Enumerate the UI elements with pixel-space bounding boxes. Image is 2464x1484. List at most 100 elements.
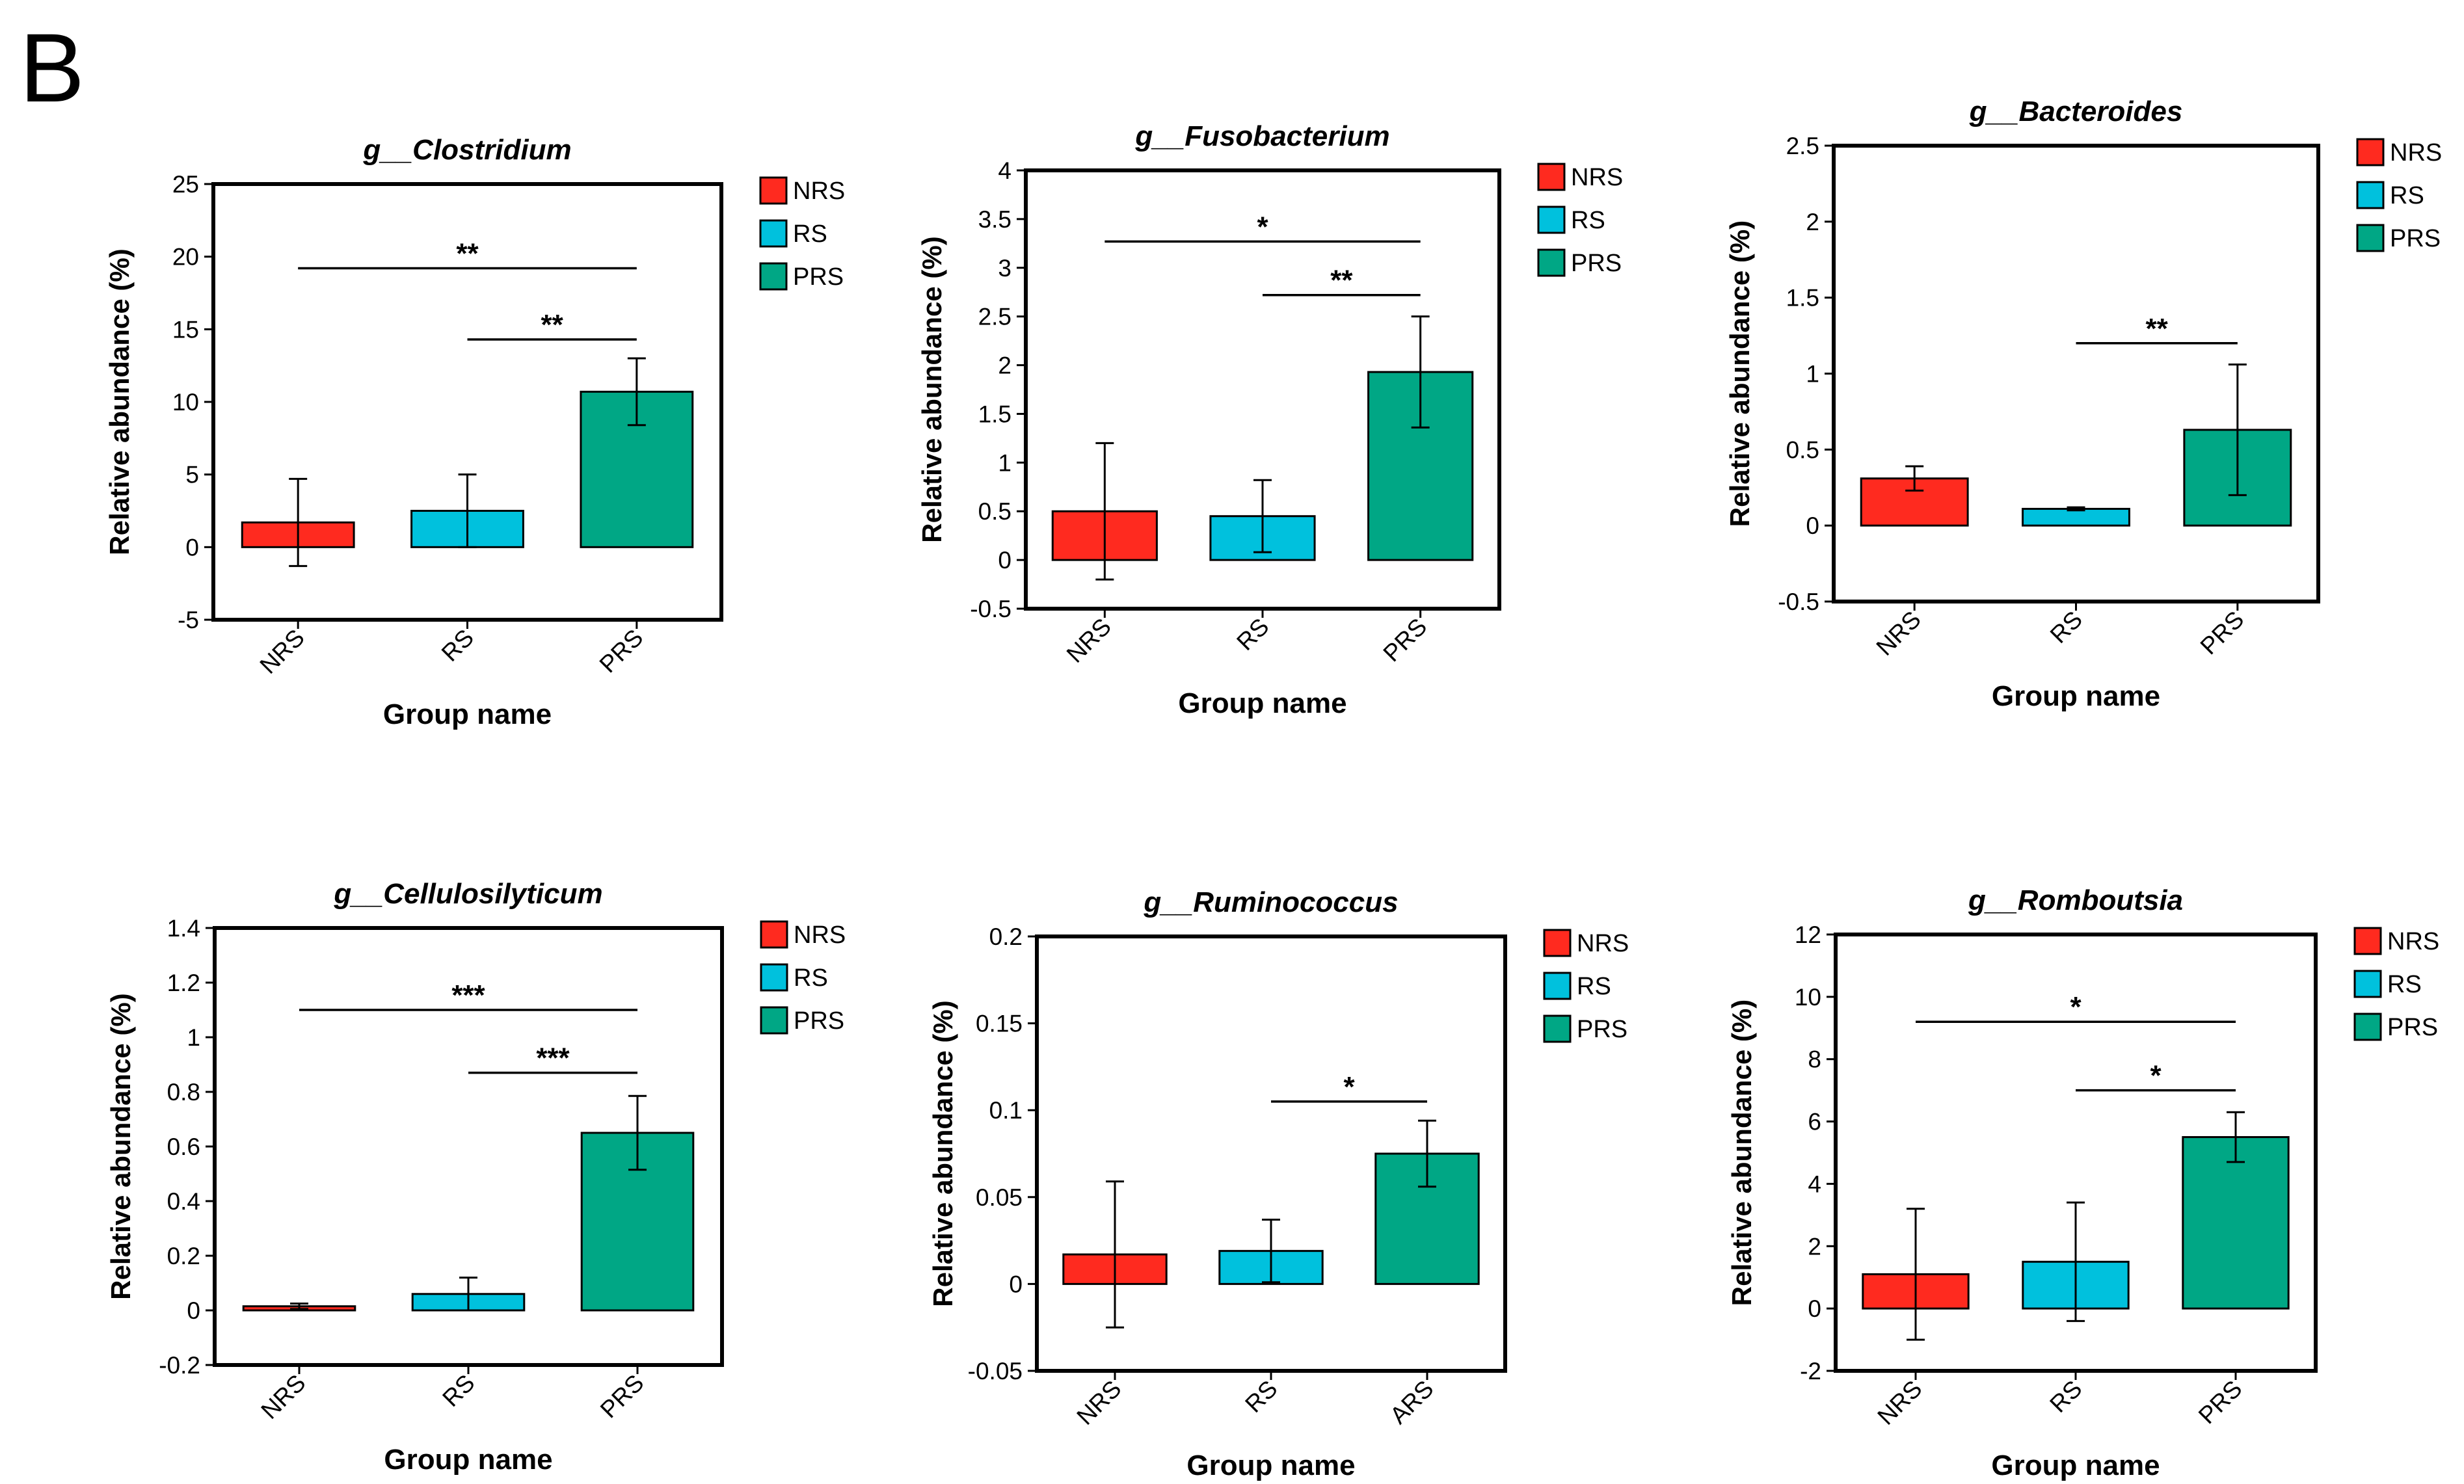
legend-swatch-rs [1543, 972, 1572, 1000]
legend-label-rs: RS [793, 220, 827, 248]
y-axis-title: Relative abundance (%) [105, 993, 136, 1299]
y-tick-label: 1.5 [1786, 285, 1819, 311]
significance-label: * [1257, 211, 1268, 243]
y-tick-label: 15 [172, 316, 199, 343]
legend-swatch-rs [759, 219, 788, 248]
significance-label: ** [2146, 313, 2169, 345]
significance-label: ** [456, 238, 479, 270]
significance-label: * [1343, 1071, 1355, 1103]
y-tick-label: 1 [998, 449, 1011, 476]
significance-label: ** [541, 309, 564, 341]
y-tick-label: -0.2 [159, 1352, 200, 1379]
y-tick-label: 0.5 [978, 498, 1011, 525]
chart-title: g__Ruminococcus [1143, 886, 1398, 918]
chart-2: g__Fusobacterium***-0.500.511.522.533.54… [917, 120, 1623, 719]
significance-label: *** [536, 1042, 570, 1074]
y-tick-label: 8 [1808, 1046, 1821, 1073]
y-tick-label: 0.2 [167, 1243, 200, 1269]
y-tick-label: 4 [998, 157, 1011, 184]
bar-rs [2022, 507, 2130, 527]
y-tick-label: 1.5 [978, 401, 1011, 427]
y-axis-title: Relative abundance (%) [928, 1000, 958, 1306]
x-tick-label: NRS [256, 1370, 310, 1424]
y-tick-label: 1 [187, 1024, 200, 1051]
legend-swatch-rs [2356, 181, 2385, 209]
plot-frame [1832, 144, 2320, 603]
chart-1: g__Clostridium ** ** -5 0 5 10 15 20 25 NRS RS PRS Gr… [104, 134, 845, 730]
legend-label-prs: PRS [1571, 250, 1622, 277]
legend-swatch-prs [760, 1006, 788, 1035]
y-axis-title: Relative abundance (%) [1726, 1000, 1757, 1306]
y-tick-label: 0 [1009, 1271, 1023, 1297]
y-tick-label: 0.5 [1786, 436, 1819, 463]
y-tick-label: 25 [172, 171, 199, 198]
legend-swatch-prs [2353, 1013, 2382, 1041]
y-axis-title: Relative abundance (%) [1724, 220, 1755, 527]
x-tick-label: NRS [1872, 1375, 1927, 1430]
y-tick-label: 12 [1795, 921, 1821, 948]
chart-4: g__Cellulosilyticum *** *** -0.2 0 0.2 0.4 0.6 0… [105, 878, 846, 1476]
legend-swatch-nrs [2353, 927, 2382, 955]
y-tick-label: 0.15 [976, 1011, 1023, 1037]
legend-label-rs: RS [2390, 182, 2424, 209]
y-tick-label: 0.05 [976, 1184, 1023, 1211]
y-tick-label: -2 [1800, 1358, 1821, 1385]
legend-swatch-prs [1543, 1014, 1572, 1043]
chart-title: g__Fusobacterium [1134, 120, 1389, 152]
x-tick-label: RS [437, 1370, 479, 1412]
chart-title: g__Romboutsia [1968, 884, 2183, 916]
x-tick-label: NRS [1871, 606, 1926, 661]
legend-swatch-prs [759, 262, 788, 291]
x-tick-label: RS [2044, 1375, 2087, 1418]
y-tick-label: 2 [1806, 209, 1819, 235]
x-tick-label: RS [1231, 613, 1274, 656]
legend-swatch-nrs [760, 920, 788, 949]
y-tick-label: 2 [1808, 1233, 1821, 1260]
legend-label-prs: PRS [2387, 1014, 2438, 1041]
x-axis-title: Group name [384, 1444, 552, 1476]
y-tick-label: 2.5 [978, 304, 1011, 330]
y-tick-label: 0.2 [989, 923, 1023, 950]
legend-swatch-prs [1537, 248, 1566, 277]
chart-title: g__Clostridium [362, 134, 571, 166]
x-axis-title: Group name [1992, 680, 2160, 712]
chart-5: g__Ruminococcus * -0.05 0 0.05 0.1 0.15 0.2 NRS R… [928, 886, 1629, 1481]
legend-label-prs: PRS [794, 1007, 844, 1035]
y-tick-label: 0 [187, 1297, 200, 1324]
legend-swatch-nrs [759, 176, 788, 205]
y-tick-label: 1.2 [167, 970, 200, 996]
x-tick-label: NRS [1071, 1375, 1126, 1430]
y-tick-label: 0.6 [167, 1133, 200, 1160]
x-tick-label: NRS [255, 624, 310, 679]
x-axis-title: Group name [1991, 1450, 2160, 1481]
x-tick-label: RS [2045, 606, 2087, 648]
legend-swatch-rs [2353, 970, 2382, 998]
y-axis-title: Relative abundance (%) [917, 236, 947, 542]
legend-swatch-prs [2356, 224, 2385, 252]
legend-label-rs: RS [794, 964, 828, 992]
y-tick-label: 2.5 [1786, 133, 1819, 159]
y-tick-label: 0 [1808, 1295, 1821, 1322]
significance-label: * [2070, 991, 2082, 1023]
x-tick-label: ARS [1385, 1375, 1439, 1429]
y-tick-label: 5 [185, 462, 199, 488]
legend-label-nrs: NRS [1577, 930, 1629, 957]
legend-swatch-nrs [1543, 929, 1572, 957]
y-tick-label: -0.5 [970, 596, 1011, 622]
y-tick-label: 1 [1806, 361, 1819, 388]
legend-label-nrs: NRS [2387, 928, 2439, 955]
legend-swatch-nrs [1537, 163, 1566, 191]
y-tick-label: 20 [172, 244, 199, 271]
x-tick-label: RS [436, 624, 479, 667]
y-tick-label: 0 [998, 547, 1011, 574]
legend-label-nrs: NRS [793, 178, 845, 205]
legend-swatch-nrs [2356, 138, 2385, 166]
y-tick-label: 4 [1808, 1171, 1821, 1197]
legend-label-rs: RS [2387, 971, 2422, 998]
x-tick-label: PRS [1378, 613, 1432, 667]
y-tick-label: 0 [185, 534, 199, 561]
chart-3: g__Bacteroides ** -0.5 0 0.5 1 1.5 2 2.5 NRS RS PRS… [1724, 96, 2442, 712]
legend-swatch-rs [1537, 205, 1566, 234]
x-axis-title: Group name [1186, 1450, 1355, 1481]
y-tick-label: -5 [178, 607, 199, 633]
